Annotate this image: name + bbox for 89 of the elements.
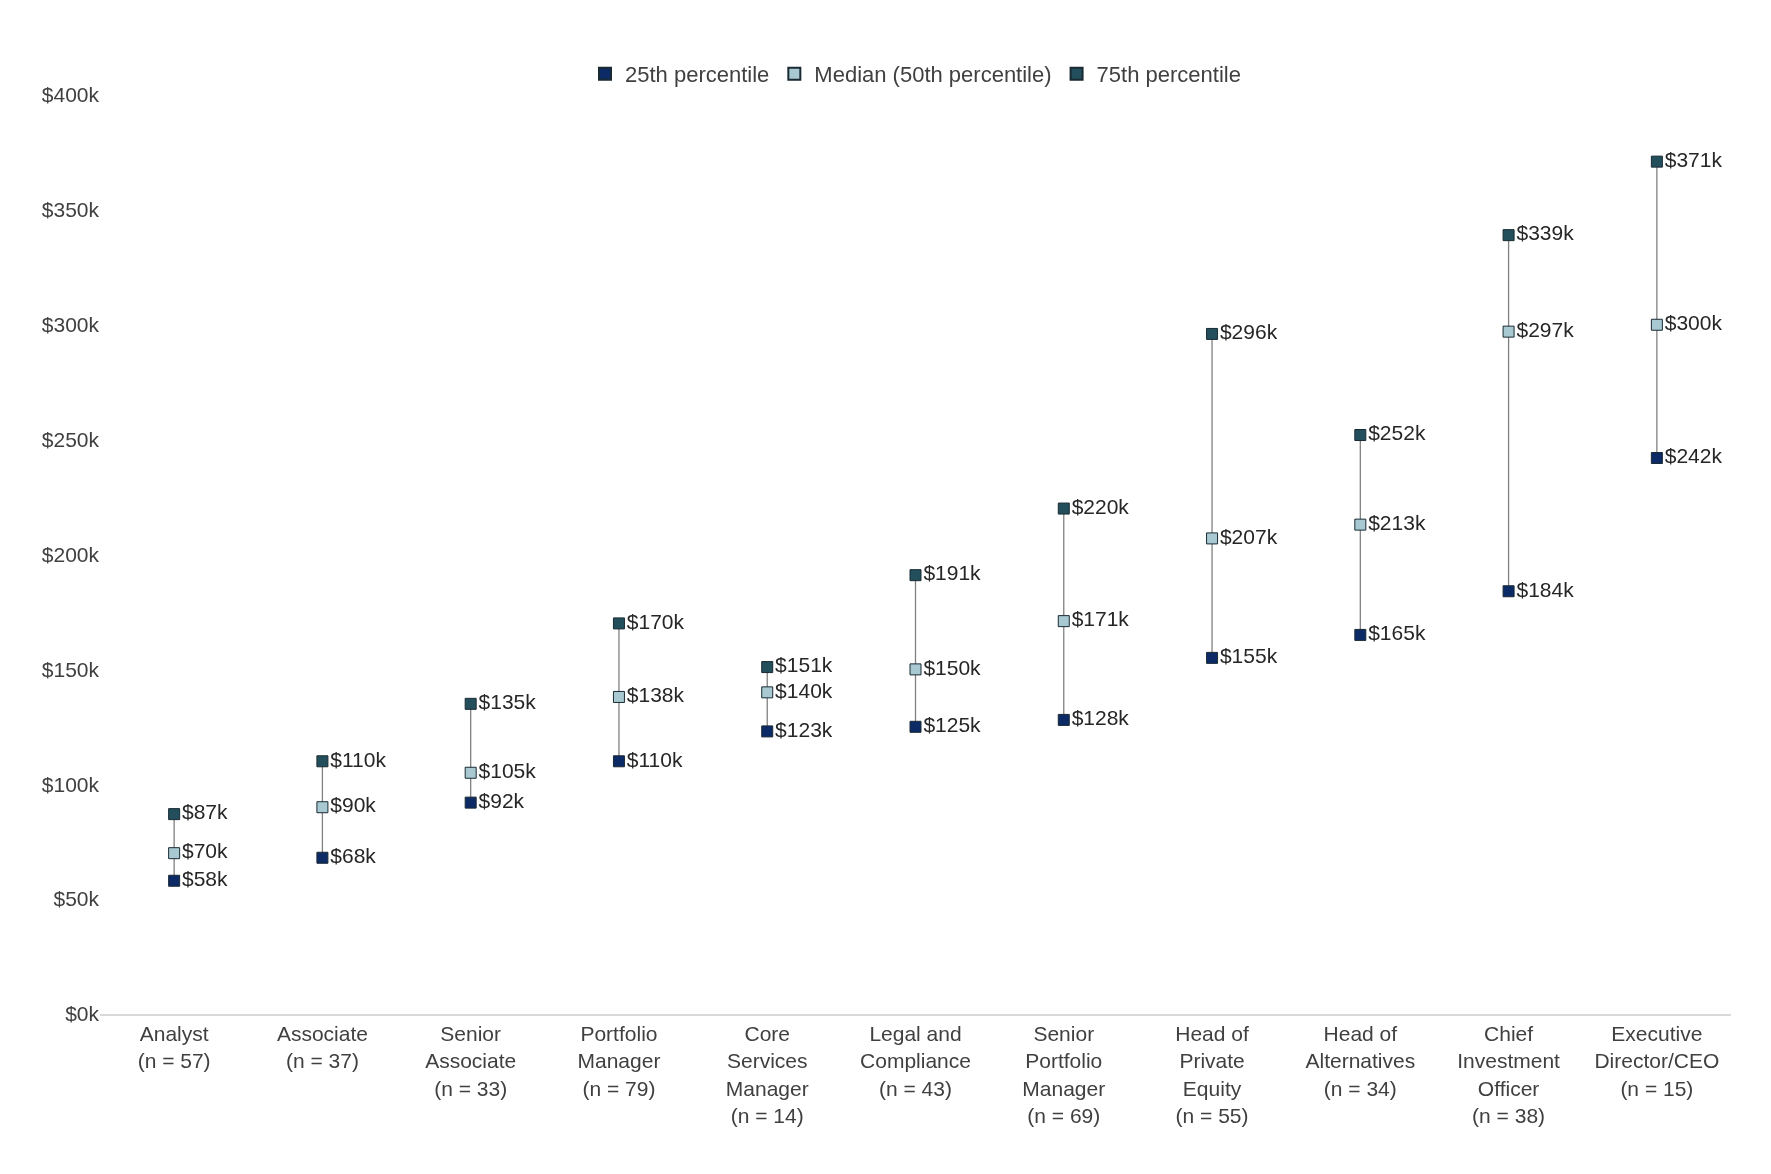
data-label: $242k [1664, 444, 1723, 468]
data-label: $155k [1219, 644, 1278, 668]
legend-label: 75th percentile [1096, 62, 1241, 88]
y-tick-label: $50k [53, 887, 100, 911]
y-tick-label: $250k [41, 427, 100, 451]
data-label: $297k [1516, 317, 1575, 341]
point [1057, 615, 1070, 628]
data-label: $151k [775, 653, 833, 677]
data-label: $110k [626, 747, 683, 771]
data-label: $252k [1368, 421, 1426, 445]
x-tick-label: Analyst (n = 57) [137, 1021, 211, 1073]
point [1502, 229, 1515, 242]
point [464, 796, 477, 809]
data-label: $191k [923, 561, 982, 585]
data-label: $184k [1516, 577, 1575, 601]
point [1650, 452, 1663, 465]
x-tick-label: Core Services Manager (n = 14) [725, 1021, 809, 1127]
point [1206, 532, 1219, 545]
point [316, 755, 329, 768]
point [1057, 713, 1070, 726]
y-tick-label: $300k [41, 313, 100, 337]
point [1502, 325, 1515, 338]
point [909, 720, 922, 733]
point [1650, 318, 1663, 331]
point [464, 766, 477, 779]
data-label: $138k [626, 683, 685, 707]
data-label: $87k [182, 800, 229, 824]
point [761, 686, 774, 699]
data-label: $165k [1368, 621, 1426, 645]
data-label: $92k [478, 788, 525, 812]
point [1354, 429, 1367, 442]
data-label: $170k [626, 609, 685, 633]
data-label: $123k [775, 717, 833, 741]
x-tick-label: Associate (n = 37) [276, 1021, 368, 1073]
legend-label: Median (50th percentile) [814, 62, 1052, 88]
data-label: $150k [923, 655, 982, 679]
point [612, 755, 625, 768]
point [168, 808, 181, 821]
x-tick-label: Legal and Compliance (n = 43) [860, 1021, 971, 1100]
point [168, 874, 181, 887]
point [1354, 628, 1367, 641]
point [1354, 518, 1367, 531]
data-label: $125k [923, 713, 982, 737]
x-tick-label: Chief Investment Officer (n = 38) [1457, 1021, 1561, 1127]
legend-label: 25th percentile [625, 62, 770, 88]
data-label: $105k [478, 759, 537, 783]
y-tick-label: $100k [41, 772, 100, 796]
x-tick-label: Senior Associate (n = 33) [425, 1021, 517, 1100]
data-label: $339k [1516, 221, 1575, 245]
x-tick-label: Executive Director/CEO (n = 15) [1594, 1021, 1720, 1100]
point [761, 661, 774, 674]
data-label: $58k [182, 867, 229, 890]
point [168, 847, 181, 860]
data-label: $90k [330, 793, 377, 817]
data-label: $68k [330, 844, 377, 868]
point [612, 617, 625, 630]
point [316, 851, 329, 864]
point [316, 801, 329, 814]
y-tick-label: $0k [65, 1002, 100, 1026]
point [761, 725, 774, 738]
data-label: $371k [1664, 147, 1723, 171]
x-tick-label: Head of Alternatives (n = 34) [1305, 1021, 1416, 1100]
data-label: $128k [1071, 706, 1130, 730]
point [1650, 155, 1663, 168]
data-label: $213k [1368, 510, 1426, 534]
data-label: $171k [1071, 607, 1130, 631]
y-tick-label: $350k [41, 198, 100, 222]
y-tick-label: $150k [41, 657, 100, 681]
data-label: $140k [775, 678, 833, 702]
point [909, 663, 922, 676]
y-tick-label: $200k [41, 542, 100, 566]
data-label: $300k [1664, 311, 1723, 334]
point [1057, 502, 1070, 515]
data-label: $296k [1219, 320, 1278, 344]
x-tick-label: Portfolio Manager (n = 79) [577, 1021, 661, 1100]
data-label: $135k [478, 690, 537, 714]
point [1206, 327, 1219, 340]
data-label: $207k [1219, 524, 1278, 548]
data-label: $70k [182, 839, 229, 863]
point [1206, 651, 1219, 664]
point [1502, 585, 1515, 598]
y-tick-label: $400k [41, 83, 100, 107]
data-label: $110k [330, 747, 387, 771]
point [464, 697, 477, 710]
data-label: $220k [1071, 494, 1130, 518]
x-tick-label: Head of Private Equity (n = 55) [1175, 1021, 1249, 1127]
x-tick-label: Senior Portfolio Manager (n = 69) [1022, 1021, 1106, 1127]
point [909, 569, 922, 582]
point [612, 690, 625, 703]
